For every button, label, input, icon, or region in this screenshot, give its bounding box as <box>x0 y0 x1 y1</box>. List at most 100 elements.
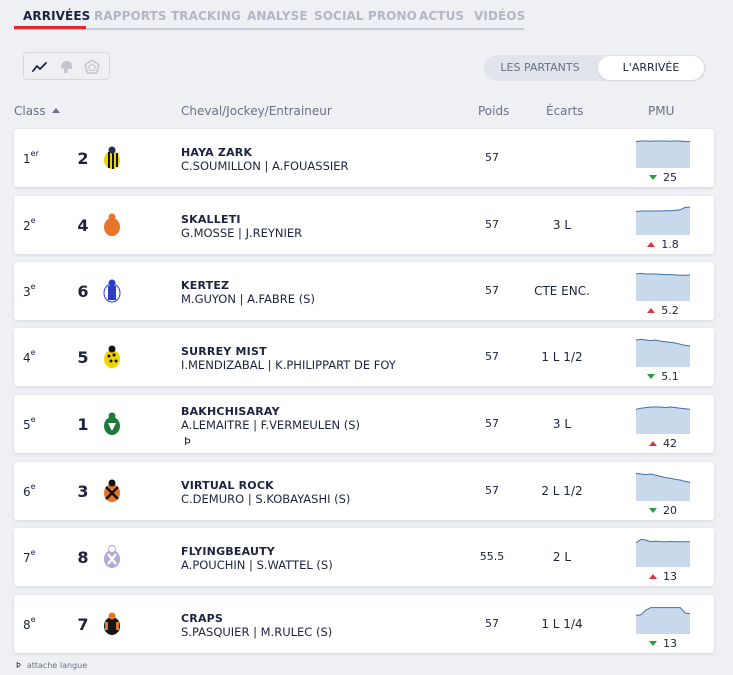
tab-rapports[interactable]: RAPPORTS <box>94 9 167 23</box>
result-row[interactable]: 3e 6 KERTEZ M.GUYON | A.FABRE (S) 57 CTE ENC.… <box>14 262 714 320</box>
horse-number: 6 <box>77 282 89 301</box>
odds-value: 42 <box>663 437 677 450</box>
odds-sparkline[interactable] <box>636 205 690 235</box>
sort-asc-icon <box>51 108 60 113</box>
toggle-les-partants[interactable]: LES PARTANTS <box>500 61 580 74</box>
jockey-trainer: M.GUYON | A.FABRE (S) <box>181 292 315 306</box>
weight: 57 <box>485 617 499 630</box>
pmu-odds: 1.8 <box>636 238 690 251</box>
distance-gap: 1 L 1/2 <box>541 350 583 364</box>
odds-value: 5.1 <box>661 370 679 383</box>
jockey-trainer: A.LEMAITRE | F.VERMEULEN (S) <box>181 418 360 432</box>
distance-gap: 1 L 1/4 <box>541 617 583 631</box>
horse-name[interactable]: FLYINGBEAUTY <box>181 545 275 558</box>
toggle-l-arrivee[interactable]: L'ARRIVÉE <box>598 56 704 80</box>
jockey-silk-icon <box>104 213 120 236</box>
horse-name[interactable]: BAKHCHISARAY <box>181 405 280 418</box>
sparkline-line <box>636 472 690 483</box>
header-class[interactable]: Class <box>14 104 60 118</box>
position-number: 3 <box>23 285 31 299</box>
position-suffix: e <box>30 415 36 424</box>
horse-number: 2 <box>77 149 89 168</box>
odds-value: 20 <box>663 504 677 517</box>
odds-sparkline[interactable] <box>636 337 690 367</box>
position-suffix: e <box>30 482 36 491</box>
odds-sparkline[interactable] <box>636 604 690 634</box>
footnote-symbol: Þ <box>16 661 21 670</box>
trend-down-icon <box>649 507 657 513</box>
weight: 57 <box>485 417 499 430</box>
trend-down-icon <box>647 373 656 379</box>
trend-up-icon <box>649 573 657 579</box>
odds-sparkline[interactable] <box>636 471 690 501</box>
horse-name[interactable]: KERTEZ <box>181 279 230 292</box>
horse-number: 8 <box>77 548 89 567</box>
sparkline-area <box>636 339 690 367</box>
sparkline-area <box>636 539 690 567</box>
horse-name[interactable]: CRAPS <box>181 612 224 625</box>
sparkline-area <box>636 473 690 501</box>
weight: 57 <box>485 151 499 164</box>
position-suffix: e <box>30 548 36 557</box>
horse-name[interactable]: HAYA ZARK <box>181 146 253 159</box>
distance-gap: CTE ENC. <box>534 284 590 298</box>
footnote-text: attache langue <box>26 661 88 670</box>
result-row[interactable]: 4e 5 SURREY MIST I.MENDIZABAL | K.PHILIPPAR… <box>14 328 714 386</box>
tab-arrivees[interactable]: ARRIVÉES <box>23 9 91 23</box>
sparkline-line <box>636 538 690 544</box>
sparkline-area <box>636 273 690 301</box>
horse-name[interactable]: SURREY MIST <box>181 345 267 358</box>
result-row[interactable]: 8e 7 CRAPS S.PASQUIER | M.RULEC (S) 57 1 L 1/… <box>14 595 714 653</box>
finish-position: 7e <box>23 548 36 565</box>
jockey-silk-icon <box>104 612 120 635</box>
tab-videos[interactable]: VIDÉOS <box>474 9 526 23</box>
result-row[interactable]: 1er 2 HAYA ZARK C.SOUMILLON | A.FOUASSIER 57… <box>14 129 714 187</box>
result-row[interactable]: 6e 3 VIRTUAL ROCK C.DEMURO | S.KOBAYASHI (S… <box>14 462 714 520</box>
jockey-helmet-icon[interactable] <box>57 58 75 76</box>
finish-position: 2e <box>23 216 36 233</box>
trend-up-icon <box>647 241 656 247</box>
horse-name[interactable]: VIRTUAL ROCK <box>181 479 274 492</box>
position-suffix: e <box>30 216 36 225</box>
horse-name[interactable]: SKALLETI <box>181 213 241 226</box>
pmu-odds: 5.1 <box>636 370 690 383</box>
tab-tracking[interactable]: TRACKING <box>171 9 241 23</box>
tab-analyse[interactable]: ANALYSE <box>247 9 308 23</box>
line-chart-icon[interactable] <box>31 58 49 76</box>
pmu-odds: 13 <box>636 637 690 650</box>
position-suffix: er <box>30 149 39 158</box>
horse-number: 7 <box>77 615 89 634</box>
sparkline-line <box>636 206 690 213</box>
position-suffix: e <box>30 282 36 291</box>
position-number: 8 <box>23 618 31 632</box>
odds-sparkline[interactable] <box>636 138 690 168</box>
weight: 57 <box>485 484 499 497</box>
pentagon-icon[interactable] <box>83 58 101 76</box>
pmu-odds: 25 <box>636 171 690 184</box>
tab-actus[interactable]: ACTUS <box>419 9 465 23</box>
odds-sparkline[interactable] <box>636 404 690 434</box>
view-switcher <box>23 52 110 80</box>
finish-position: 1er <box>23 149 39 166</box>
position-number: 7 <box>23 551 31 565</box>
distance-gap: 2 L 1/2 <box>541 484 583 498</box>
finish-position: 3e <box>23 282 36 299</box>
distance-gap: 3 L <box>552 417 572 431</box>
result-row[interactable]: 7e 8 FLYINGBEAUTY A.POUCHIN | S.WATTEL (S) 5… <box>14 528 714 586</box>
sparkline-line <box>636 406 690 410</box>
odds-sparkline[interactable] <box>636 537 690 567</box>
equipment-mark: Þ <box>184 435 191 448</box>
result-row[interactable]: 2e 4 SKALLETI G.MOSSE | J.REYNIER 57 3 L 1.8 <box>14 196 714 254</box>
jockey-trainer: I.MENDIZABAL | K.PHILIPPART DE FOY <box>181 358 396 372</box>
jockey-trainer: S.PASQUIER | M.RULEC (S) <box>181 625 333 639</box>
distance-gap: 2 L <box>552 550 572 564</box>
odds-sparkline[interactable] <box>636 271 690 301</box>
tab-social-prono[interactable]: SOCIAL PRONO <box>314 9 417 23</box>
position-suffix: e <box>30 615 36 624</box>
finish-position: 4e <box>23 348 36 365</box>
position-suffix: e <box>30 348 36 357</box>
result-row[interactable]: 5e 1 BAKHCHISARAY A.LEMAITRE | F.VERMEULEN … <box>14 395 714 453</box>
position-number: 1 <box>23 152 31 166</box>
horse-number: 5 <box>77 348 89 367</box>
odds-value: 1.8 <box>661 238 679 251</box>
